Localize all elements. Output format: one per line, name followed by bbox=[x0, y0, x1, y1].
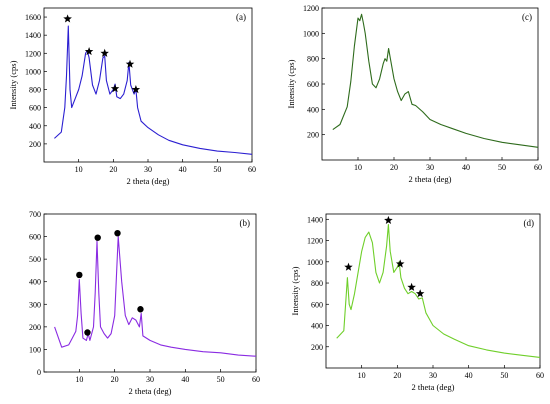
x-tick-label: 50 bbox=[500, 371, 508, 380]
series-line bbox=[54, 236, 257, 357]
x-tick-label: 50 bbox=[498, 163, 506, 172]
panel-label: (b) bbox=[240, 218, 251, 228]
peak-star-marker bbox=[84, 47, 94, 56]
x-tick-label: 30 bbox=[146, 375, 154, 384]
y-tick-label: 0 bbox=[37, 368, 41, 377]
peak-star-marker bbox=[110, 84, 120, 93]
y-tick-label: 400 bbox=[311, 322, 323, 331]
y-axis-label: Intensity (cps) bbox=[290, 266, 300, 315]
y-tick-label: 100 bbox=[29, 345, 41, 354]
y-tick-label: 400 bbox=[29, 278, 41, 287]
x-tick-label: 60 bbox=[248, 165, 256, 174]
plot-frame bbox=[321, 7, 539, 161]
y-tick-label: 1000 bbox=[303, 29, 319, 38]
y-tick-label: 500 bbox=[29, 255, 41, 264]
y-tick-label: 200 bbox=[29, 140, 41, 149]
x-tick-label: 20 bbox=[390, 163, 398, 172]
peak-star-marker bbox=[344, 262, 353, 271]
x-tick-label: 20 bbox=[109, 165, 117, 174]
y-tick-label: 200 bbox=[29, 323, 41, 332]
plot-frame bbox=[43, 213, 257, 373]
chart-panel: 10 20 30 40 50 60 200 400 600 800 1000 1200 1400 2 th… bbox=[290, 213, 544, 392]
y-tick-label: 600 bbox=[307, 80, 319, 89]
x-tick-label: 30 bbox=[426, 163, 434, 172]
peak-circle-marker bbox=[114, 229, 121, 237]
y-tick-label: 1200 bbox=[307, 237, 323, 246]
x-axis-label: 2 theta (deg) bbox=[129, 386, 172, 396]
panel-label: (a) bbox=[236, 12, 246, 22]
series-line bbox=[332, 13, 539, 148]
peak-circle-marker bbox=[84, 329, 91, 336]
peak-star-marker bbox=[131, 85, 141, 94]
y-tick-label: 1000 bbox=[307, 258, 323, 267]
x-tick-label: 50 bbox=[217, 375, 225, 384]
x-tick-label: 60 bbox=[252, 375, 260, 384]
x-tick-label: 40 bbox=[465, 371, 473, 380]
y-tick-label: 200 bbox=[311, 343, 323, 352]
x-tick-label: 50 bbox=[213, 165, 221, 174]
peak-star-marker bbox=[384, 215, 393, 224]
plot-frame bbox=[325, 213, 541, 369]
x-tick-label: 30 bbox=[144, 165, 152, 174]
y-tick-label: 300 bbox=[29, 300, 41, 309]
peak-star-marker bbox=[125, 59, 135, 68]
x-tick-label: 10 bbox=[358, 371, 366, 380]
y-tick-label: 1600 bbox=[25, 13, 41, 22]
y-tick-label: 1200 bbox=[303, 4, 319, 13]
panel-label: (c) bbox=[522, 12, 532, 22]
peak-star-marker bbox=[407, 282, 416, 291]
x-tick-label: 10 bbox=[75, 375, 83, 384]
peak-star-marker bbox=[395, 259, 405, 268]
y-tick-label: 800 bbox=[29, 86, 41, 95]
x-tick-label: 20 bbox=[393, 371, 401, 380]
plot-frame bbox=[43, 7, 253, 163]
series-line bbox=[54, 25, 253, 155]
x-axis-label: 2 theta (deg) bbox=[127, 176, 170, 186]
peak-circle-marker bbox=[137, 306, 144, 313]
y-tick-label: 1400 bbox=[307, 215, 323, 224]
x-tick-label: 60 bbox=[534, 163, 542, 172]
series-line bbox=[336, 224, 541, 358]
y-tick-label: 1400 bbox=[25, 31, 41, 40]
y-tick-label: 800 bbox=[311, 279, 323, 288]
y-tick-label: 1000 bbox=[25, 67, 41, 76]
x-tick-label: 40 bbox=[181, 375, 189, 384]
peak-star-marker bbox=[63, 14, 72, 23]
peak-circle-marker bbox=[94, 234, 101, 241]
x-tick-label: 60 bbox=[536, 371, 544, 380]
x-tick-label: 20 bbox=[111, 375, 119, 384]
y-tick-label: 600 bbox=[311, 300, 323, 309]
y-tick-label: 200 bbox=[307, 131, 319, 140]
y-tick-label: 700 bbox=[29, 210, 41, 219]
x-tick-label: 40 bbox=[179, 165, 187, 174]
x-tick-label: 40 bbox=[462, 163, 470, 172]
chart-panel: 10 20 30 40 50 60 200 400 600 800 1000 1200 2 theta … bbox=[286, 4, 542, 184]
y-tick-label: 800 bbox=[307, 55, 319, 64]
y-axis-label: Intensity (cps) bbox=[286, 59, 296, 108]
y-axis-label: Intensity (cps) bbox=[8, 60, 18, 109]
y-tick-label: 400 bbox=[29, 122, 41, 131]
peak-circle-marker bbox=[76, 271, 83, 279]
y-tick-label: 600 bbox=[29, 104, 41, 113]
y-tick-label: 400 bbox=[307, 105, 319, 114]
peak-star-marker bbox=[415, 289, 425, 298]
x-axis-label: 2 theta (deg) bbox=[412, 382, 455, 392]
x-tick-label: 30 bbox=[429, 371, 437, 380]
x-tick-label: 10 bbox=[75, 165, 83, 174]
panel-label: (d) bbox=[524, 218, 535, 228]
y-tick-label: 600 bbox=[29, 233, 41, 242]
peak-star-marker bbox=[100, 48, 109, 57]
y-tick-label: 1200 bbox=[25, 49, 41, 58]
x-axis-label: 2 theta (deg) bbox=[409, 174, 452, 184]
chart-panel: 10 20 30 40 50 60 200 400 600 800 1000 1200 1400 1600… bbox=[8, 7, 256, 186]
x-tick-label: 10 bbox=[354, 163, 362, 172]
